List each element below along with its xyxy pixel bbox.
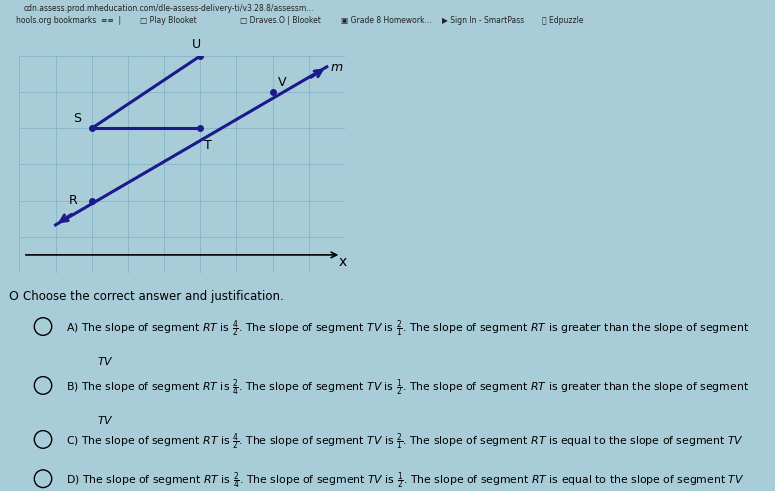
Text: $\it{TV}$: $\it{TV}$ [97,414,114,426]
Text: m: m [330,61,343,75]
Text: □ Play Blooket: □ Play Blooket [140,17,196,26]
Text: V: V [278,76,287,88]
Text: S: S [73,111,81,125]
Text: B) The slope of segment $\it{RT}$ is $\frac{2}{4}$. The slope of segment $\it{TV: B) The slope of segment $\it{RT}$ is $\f… [66,377,749,399]
Text: R: R [68,194,78,207]
Text: A) The slope of segment $\it{RT}$ is $\frac{4}{2}$. The slope of segment $\it{TV: A) The slope of segment $\it{RT}$ is $\f… [66,318,749,340]
Text: hools.org bookmarks  ≡≡  |: hools.org bookmarks ≡≡ | [16,17,121,26]
Text: U: U [192,37,202,51]
Text: T: T [204,139,212,152]
Text: □ Draves.O | Blooket: □ Draves.O | Blooket [240,17,321,26]
Text: O: O [8,290,18,302]
Text: x: x [339,255,347,269]
Text: $\it{TV}$: $\it{TV}$ [97,355,114,367]
Text: D) The slope of segment $\it{RT}$ is $\frac{2}{4}$. The slope of segment $\it{TV: D) The slope of segment $\it{RT}$ is $\f… [66,470,745,491]
Text: ▶ Sign In - SmartPass: ▶ Sign In - SmartPass [442,17,524,26]
Text: Choose the correct answer and justification.: Choose the correct answer and justificat… [23,290,284,302]
Text: cdn.assess.prod.mheducation.com/dle-assess-delivery-ti/v3.28.8/assessm...: cdn.assess.prod.mheducation.com/dle-asse… [23,4,314,13]
Text: 🟠 Edpuzzle: 🟠 Edpuzzle [542,17,584,26]
Text: C) The slope of segment $\it{RT}$ is $\frac{4}{2}$. The slope of segment $\it{TV: C) The slope of segment $\it{RT}$ is $\f… [66,431,744,453]
Text: ▣ Grade 8 Homework...: ▣ Grade 8 Homework... [341,17,432,26]
